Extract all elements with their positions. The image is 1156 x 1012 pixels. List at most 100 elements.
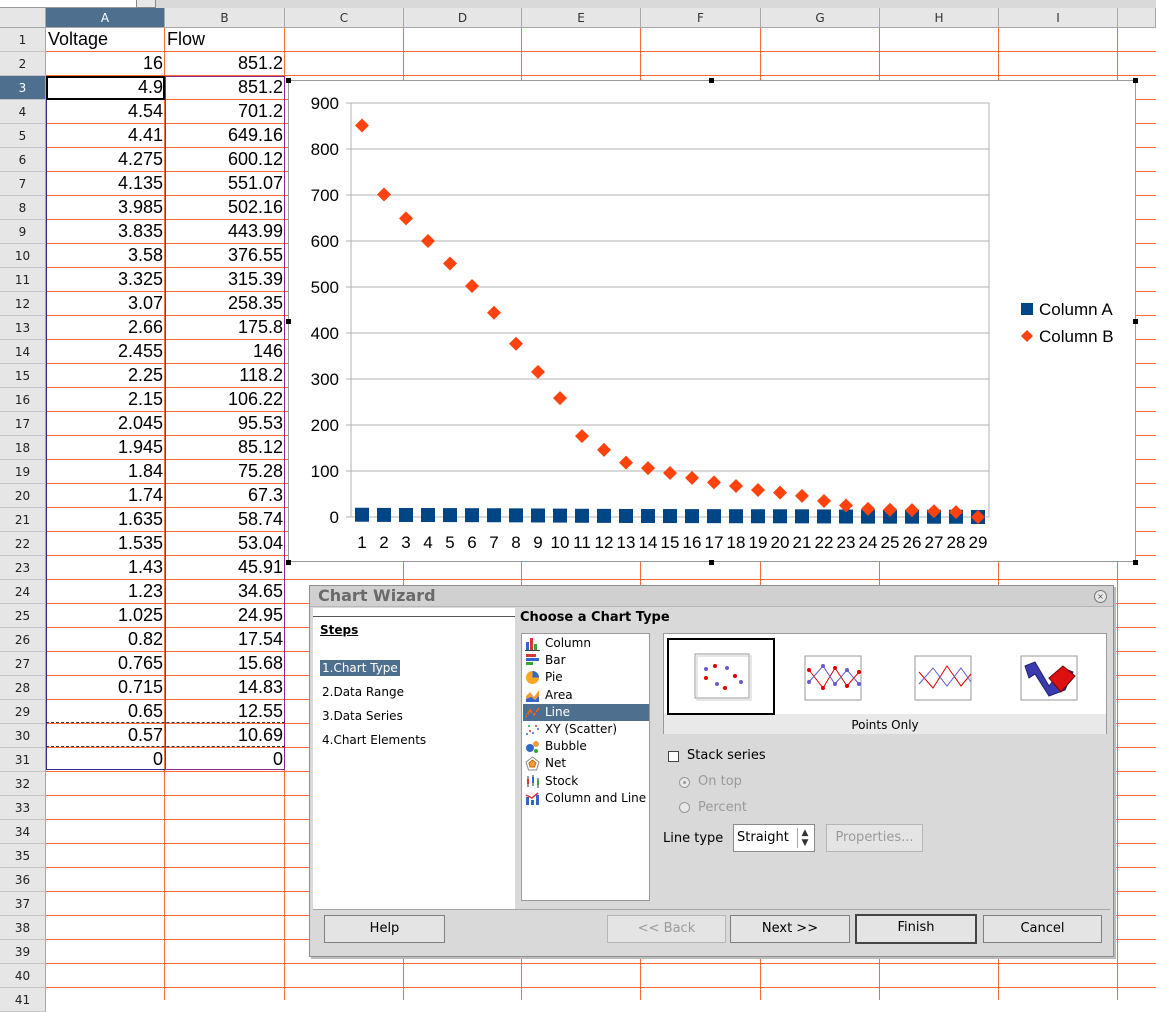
cell-b10[interactable]: 376.55 — [227, 245, 283, 265]
cell-a4[interactable]: 4.54 — [127, 101, 163, 121]
cell-a11[interactable]: 3.325 — [117, 269, 163, 289]
row-header-19[interactable]: 19 — [0, 460, 46, 484]
step-data-series[interactable]: 3.Data Series — [322, 709, 403, 723]
row-header-22[interactable]: 22 — [0, 532, 46, 556]
row-header-4[interactable]: 4 — [0, 100, 46, 124]
row-header-11[interactable]: 11 — [0, 268, 46, 292]
row-header-32[interactable]: 32 — [0, 772, 46, 796]
row-header-38[interactable]: 38 — [0, 916, 46, 940]
line-type-select[interactable]: Straight ▲ ▼ — [733, 824, 815, 852]
chart-type-column-and-line[interactable]: Column and Line — [523, 790, 649, 807]
cell-a5[interactable]: 4.41 — [127, 125, 163, 145]
chart-type-bar[interactable]: Bar — [523, 652, 649, 669]
row-header-9[interactable]: 9 — [0, 220, 46, 244]
cancel-button[interactable]: Cancel — [983, 915, 1102, 943]
cell-b13[interactable]: 175.8 — [237, 317, 283, 337]
name-box[interactable] — [0, 0, 156, 8]
cell-a22[interactable]: 1.535 — [117, 533, 163, 553]
row-header-37[interactable]: 37 — [0, 892, 46, 916]
column-header-partial[interactable] — [1118, 8, 1156, 28]
cell-a14[interactable]: 2.455 — [117, 341, 163, 361]
cell-a13[interactable]: 2.66 — [127, 317, 163, 337]
cell-a17[interactable]: 2.045 — [117, 413, 163, 433]
cell-b9[interactable]: 443.99 — [227, 221, 283, 241]
back-button[interactable]: << Back — [607, 915, 726, 943]
chart-object[interactable]: 0 100 200 300 400 500 600 700 800 900 1 2 3 4 5 6 7 8 9 10 1… — [288, 80, 1136, 562]
cell-a25[interactable]: 1.025 — [117, 605, 163, 625]
step-chart-type[interactable]: 1.Chart Type — [320, 660, 400, 676]
chart-type-net[interactable]: Net — [523, 755, 649, 772]
cell-b1[interactable]: Flow — [167, 29, 206, 49]
chart-type-stock[interactable]: Stock — [523, 773, 649, 790]
row-header-41[interactable]: 41 — [0, 988, 46, 1012]
cell-a6[interactable]: 4.275 — [117, 149, 163, 169]
cell-b21[interactable]: 58.74 — [237, 509, 283, 529]
row-header-5[interactable]: 5 — [0, 124, 46, 148]
cell-b28[interactable]: 14.83 — [237, 677, 283, 697]
cell-b18[interactable]: 85.12 — [237, 437, 283, 457]
cell-b24[interactable]: 34.65 — [237, 581, 283, 601]
properties-button[interactable]: Properties... — [826, 824, 923, 852]
column-header-d[interactable]: D — [404, 8, 522, 28]
cell-a24[interactable]: 1.23 — [127, 581, 163, 601]
cell-b25[interactable]: 24.95 — [237, 605, 283, 625]
cell-b3[interactable]: 851.2 — [237, 77, 283, 97]
row-header-18[interactable]: 18 — [0, 436, 46, 460]
cell-b31[interactable]: 0 — [272, 749, 283, 769]
cell-a29[interactable]: 0.65 — [127, 701, 163, 721]
variant-points-and-lines[interactable] — [785, 638, 893, 715]
cell-a23[interactable]: 1.43 — [127, 557, 163, 577]
row-header-39[interactable]: 39 — [0, 940, 46, 964]
chart-type-line[interactable]: Line — [523, 703, 649, 721]
chart-type-list[interactable]: Column Bar Pie Area Line XY (Scatter) Bubble Ne… — [521, 633, 650, 901]
dialog-titlebar[interactable]: Chart Wizard × — [310, 586, 1113, 607]
resize-handle[interactable] — [1133, 560, 1138, 565]
cell-b20[interactable]: 67.3 — [247, 485, 283, 505]
cell-a28[interactable]: 0.715 — [117, 677, 163, 697]
row-header-35[interactable]: 35 — [0, 844, 46, 868]
row-header-31[interactable]: 31 — [0, 748, 46, 772]
cell-a2[interactable]: 16 — [142, 53, 163, 73]
row-header-14[interactable]: 14 — [0, 340, 46, 364]
cell-a30[interactable]: 0.57 — [127, 725, 163, 745]
row-header-28[interactable]: 28 — [0, 676, 46, 700]
cell-a19[interactable]: 1.84 — [127, 461, 163, 481]
cell-b14[interactable]: 146 — [252, 341, 283, 361]
cell-b4[interactable]: 701.2 — [237, 101, 283, 121]
cell-b19[interactable]: 75.28 — [237, 461, 283, 481]
row-header-26[interactable]: 26 — [0, 628, 46, 652]
row-header-13[interactable]: 13 — [0, 316, 46, 340]
close-icon[interactable]: × — [1094, 590, 1107, 603]
row-header-12[interactable]: 12 — [0, 292, 46, 316]
cell-b30[interactable]: 10.69 — [237, 725, 283, 745]
finish-button[interactable]: Finish — [855, 914, 977, 944]
row-header-29[interactable]: 29 — [0, 700, 46, 724]
row-header-25[interactable]: 25 — [0, 604, 46, 628]
cell-b26[interactable]: 17.54 — [237, 629, 283, 649]
cell-b29[interactable]: 12.55 — [237, 701, 283, 721]
cell-a1[interactable]: Voltage — [48, 29, 109, 49]
function-wizard-icon[interactable] — [136, 0, 156, 8]
help-button[interactable]: Help — [324, 915, 445, 943]
row-header-7[interactable]: 7 — [0, 172, 46, 196]
cell-a20[interactable]: 1.74 — [127, 485, 163, 505]
cell-a15[interactable]: 2.25 — [127, 365, 163, 385]
row-header-10[interactable]: 10 — [0, 244, 46, 268]
cell-a9[interactable]: 3.835 — [117, 221, 163, 241]
column-header-g[interactable]: G — [761, 8, 880, 28]
column-header-b[interactable]: B — [165, 8, 285, 28]
column-header-h[interactable]: H — [880, 8, 999, 28]
row-header-16[interactable]: 16 — [0, 388, 46, 412]
column-header-e[interactable]: E — [522, 8, 641, 28]
resize-handle[interactable] — [709, 560, 714, 565]
spin-arrows-icon[interactable]: ▲ ▼ — [797, 828, 812, 848]
stack-series-checkbox[interactable] — [668, 751, 679, 762]
chart-type-pie[interactable]: Pie — [523, 669, 649, 686]
column-header-f[interactable]: F — [641, 8, 761, 28]
row-header-24[interactable]: 24 — [0, 580, 46, 604]
row-header-2[interactable]: 2 — [0, 52, 46, 76]
cell-a27[interactable]: 0.765 — [117, 653, 163, 673]
cell-a18[interactable]: 1.945 — [117, 437, 163, 457]
row-header-15[interactable]: 15 — [0, 364, 46, 388]
column-header-i[interactable]: I — [999, 8, 1118, 28]
